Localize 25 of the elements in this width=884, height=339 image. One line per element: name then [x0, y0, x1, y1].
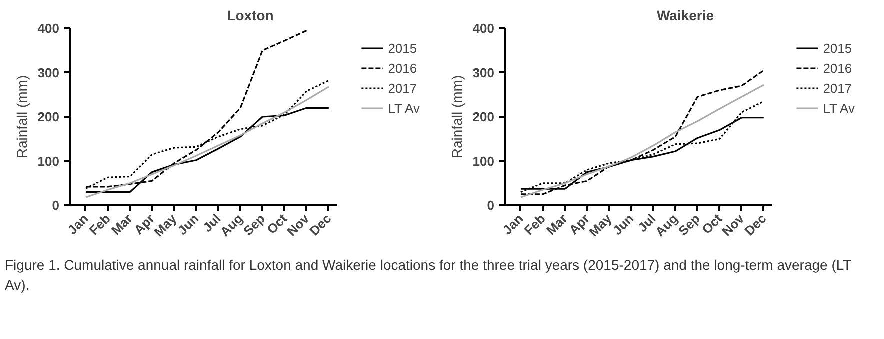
y-tick-label: 100: [472, 154, 495, 169]
legend-label: 2016: [388, 60, 418, 76]
chart-title: Waikerie: [656, 8, 714, 24]
y-tick-label: 300: [472, 65, 495, 80]
x-tick-label: Dec: [306, 211, 334, 239]
x-tick-label: Dec: [742, 211, 770, 239]
legend-label: 2015: [388, 40, 418, 56]
legend-label: LT Av: [388, 100, 420, 116]
y-tick-label: 0: [52, 198, 60, 213]
legend-label: LT Av: [823, 100, 855, 116]
legend-label: 2015: [823, 40, 852, 56]
y-tick-label: 400: [38, 21, 60, 36]
y-tick-label: 100: [38, 154, 60, 169]
y-tick-label: 300: [38, 65, 60, 80]
y-tick-label: 200: [38, 110, 60, 124]
y-tick-label: 400: [472, 21, 495, 36]
y-tick-label: 0: [487, 198, 495, 213]
y-axis-title: Rainfall (mm): [448, 75, 465, 159]
y-tick-label: 200: [472, 110, 495, 124]
y-axis-title: Rainfall (mm): [14, 75, 30, 159]
legend-label: 2017: [823, 80, 852, 96]
legend-label: 2017: [388, 80, 418, 96]
legend-label: 2016: [823, 60, 852, 76]
chart-title: Loxton: [227, 8, 274, 24]
caption: Figure 1. Cumulative annual rainfall for Loxton and Waikerie locations for the three trial years (2015-2017) and the long-term average (LT Av).: [5, 256, 852, 295]
